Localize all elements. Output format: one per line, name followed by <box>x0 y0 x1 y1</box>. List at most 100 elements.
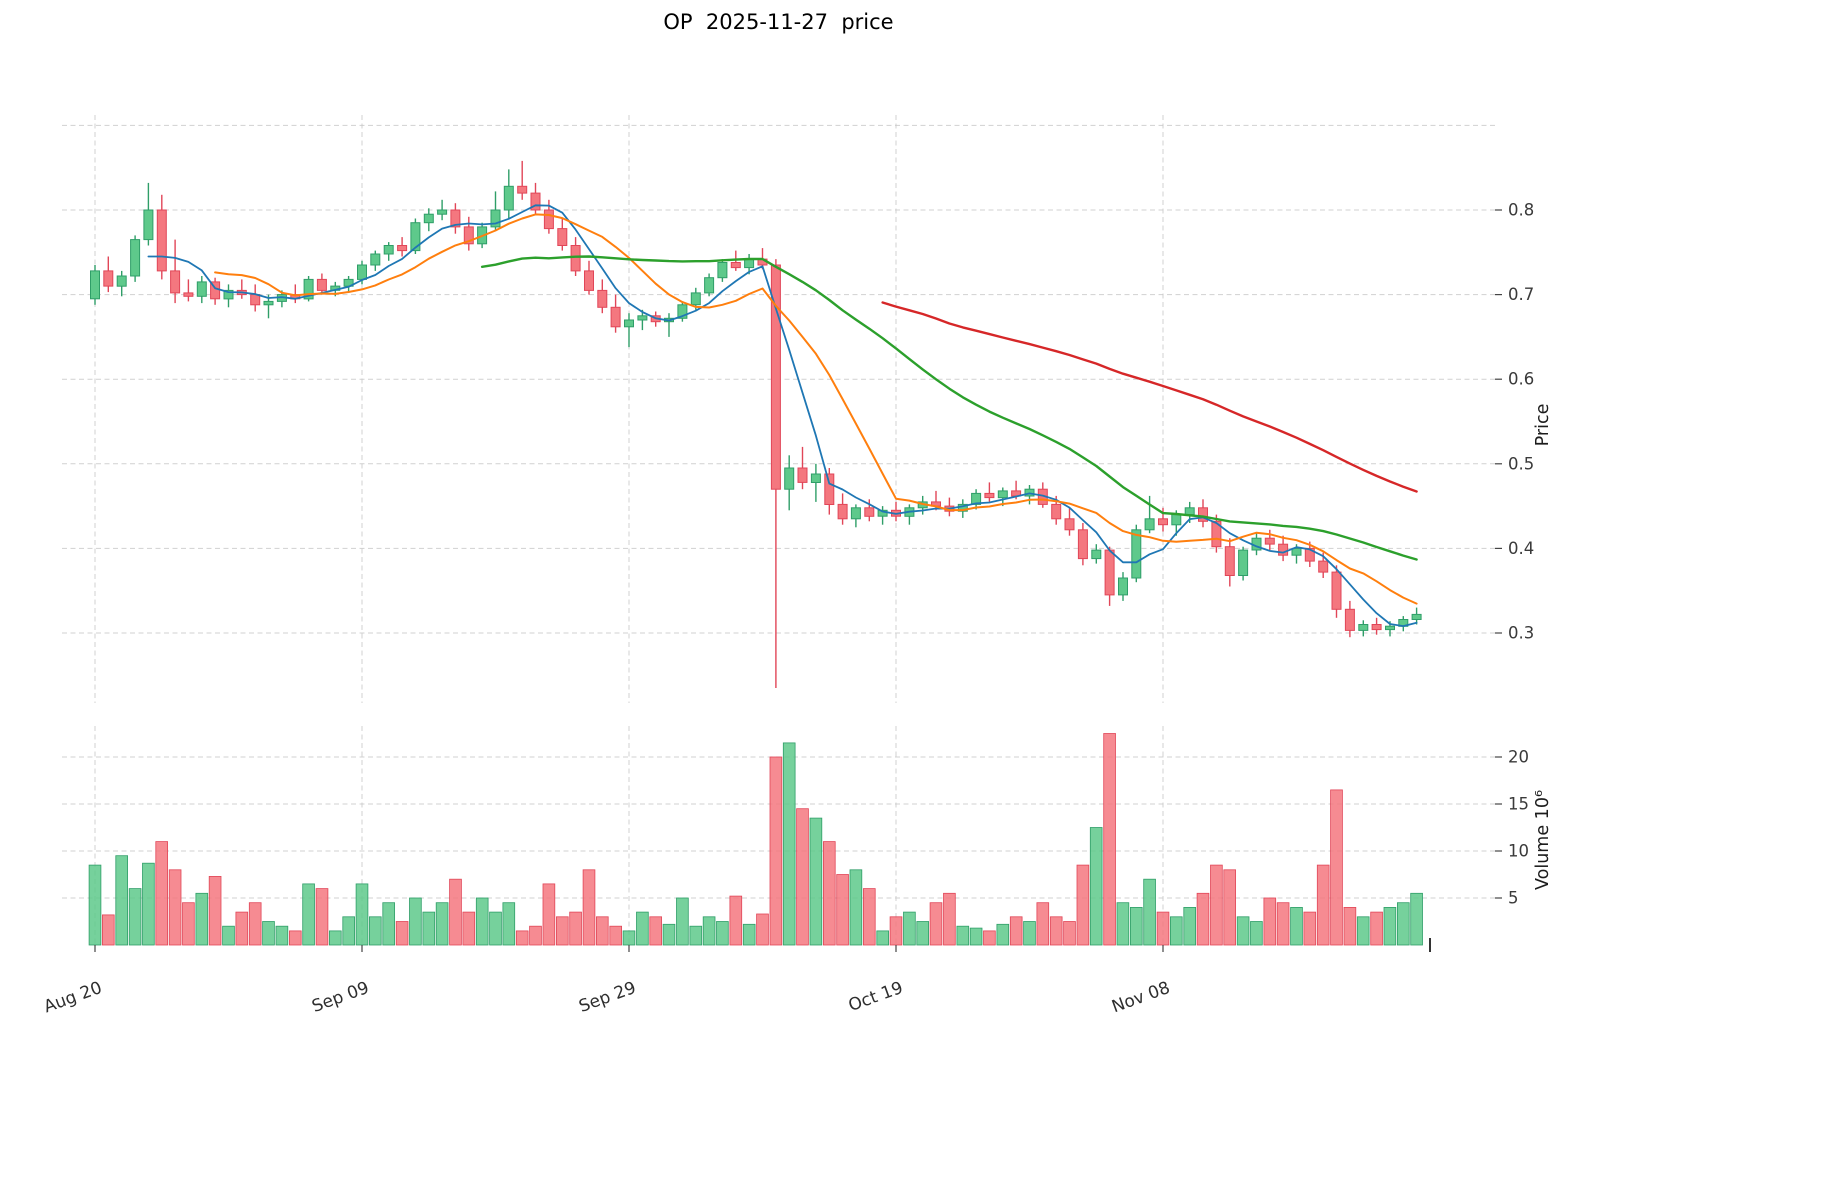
volume-bar-up <box>1356 916 1370 946</box>
volume-bar-up <box>1143 878 1156 946</box>
candle-down <box>864 499 875 522</box>
volume-bar-up <box>903 911 916 946</box>
volume-bar-up <box>1290 907 1303 946</box>
volume-bar-up <box>702 916 716 946</box>
candle-down <box>891 501 901 522</box>
volume-bar-down <box>1103 733 1116 946</box>
candle-up <box>1398 616 1409 632</box>
candle-body <box>1318 560 1329 573</box>
candle-up <box>971 489 982 510</box>
candle-body <box>824 473 835 505</box>
candle-up <box>223 284 234 308</box>
volume-bar-down <box>1263 897 1277 946</box>
candle-down <box>557 218 568 251</box>
candle-up <box>850 504 861 528</box>
candle-body <box>1158 518 1168 526</box>
price-tick-label: 0.4 <box>1508 539 1534 558</box>
candle-body <box>1358 624 1369 631</box>
volume-tick-label: 15 <box>1508 795 1529 814</box>
volume-bar-down <box>582 869 596 946</box>
volume-bar-down <box>248 902 262 946</box>
candle-body <box>517 185 528 194</box>
candle-body <box>1171 514 1182 526</box>
candle-down <box>1064 507 1075 536</box>
candle-body <box>1344 608 1355 631</box>
candle-body <box>864 507 875 517</box>
candle-body <box>850 507 861 520</box>
ma-line-ma10 <box>214 213 1418 605</box>
candle-body <box>690 292 701 306</box>
candle-body <box>316 278 327 291</box>
volume-bars-layer <box>88 733 1423 946</box>
volume-tick-label: 10 <box>1508 842 1529 861</box>
candle-down <box>397 237 408 257</box>
volume-bar-up <box>88 864 102 946</box>
volume-bar-down <box>889 916 903 946</box>
price-tick-label: 0.3 <box>1508 624 1534 643</box>
candle-body <box>1238 549 1249 576</box>
candle-body <box>1304 547 1315 562</box>
volume-axis-title: Volume 10⁶ <box>1533 790 1553 890</box>
candle-down <box>316 273 327 295</box>
volume-bar-up <box>969 927 983 946</box>
volume-bar-down <box>529 925 542 946</box>
volume-bar-up <box>1236 916 1250 946</box>
candle-up <box>143 182 154 246</box>
candle-body <box>1051 503 1062 520</box>
candle-body <box>1224 546 1235 577</box>
candle-body <box>423 213 434 224</box>
candle-up <box>784 455 795 511</box>
candle-up <box>130 235 141 282</box>
candle-body <box>116 275 127 287</box>
volume-bar-down <box>288 930 302 946</box>
candle-body <box>770 264 781 490</box>
candle-up <box>664 313 674 337</box>
candle-body <box>1278 543 1289 556</box>
volume-bar-up <box>1383 907 1397 946</box>
candle-down <box>1331 565 1342 618</box>
volume-bar-up <box>662 923 676 946</box>
candle-down <box>1224 538 1235 587</box>
date-tick-label: Oct 19 <box>846 978 906 1016</box>
volume-bar-down <box>609 925 622 946</box>
volume-bar-up <box>115 855 129 946</box>
candle-up <box>1358 620 1369 637</box>
candle-down <box>236 279 247 299</box>
price-tick-label: 0.8 <box>1508 201 1534 220</box>
volume-bar-down <box>102 914 115 946</box>
candle-body <box>450 209 461 228</box>
candle-body <box>584 270 594 291</box>
volume-bar-up <box>676 897 689 946</box>
candle-body <box>143 209 154 241</box>
candle-body <box>1184 507 1195 516</box>
candle-body <box>503 185 514 211</box>
candle-up <box>637 309 648 331</box>
date-tick-label: Sep 29 <box>576 978 638 1017</box>
volume-bar-up <box>876 930 889 946</box>
candle-down <box>1344 600 1355 638</box>
volume-bar-up <box>382 902 395 946</box>
volume-bar-down <box>1223 869 1237 946</box>
candle-body <box>530 192 541 211</box>
candle-down <box>584 260 594 295</box>
volume-bar-down <box>1009 916 1023 946</box>
volume-bar-down <box>569 911 582 946</box>
candle-down <box>210 277 221 305</box>
volume-bar-down <box>235 911 249 946</box>
volume-bar-up <box>422 911 436 946</box>
candle-body <box>1104 549 1115 596</box>
volume-bar-down <box>182 902 195 946</box>
candle-body <box>1411 613 1422 621</box>
candle-body <box>730 262 741 269</box>
volume-bar-up <box>342 916 355 946</box>
volume-bar-down <box>155 841 169 946</box>
volume-bar-up <box>275 925 289 946</box>
candle-body <box>610 306 621 328</box>
candle-body <box>170 270 181 294</box>
volume-bar-up <box>1410 892 1423 946</box>
ma-line-ma5 <box>147 204 1418 627</box>
ma-line-ma60 <box>881 301 1418 493</box>
candle-body <box>1385 625 1395 631</box>
volume-bar-up <box>195 892 209 946</box>
